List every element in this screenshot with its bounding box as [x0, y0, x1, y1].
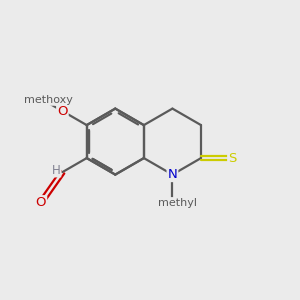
Text: O: O	[36, 196, 46, 209]
Text: N: N	[168, 168, 177, 181]
Text: methoxy: methoxy	[24, 95, 73, 105]
Text: methyl: methyl	[158, 198, 197, 208]
Text: O: O	[57, 105, 68, 118]
Text: S: S	[228, 152, 236, 165]
Text: H: H	[52, 164, 61, 177]
